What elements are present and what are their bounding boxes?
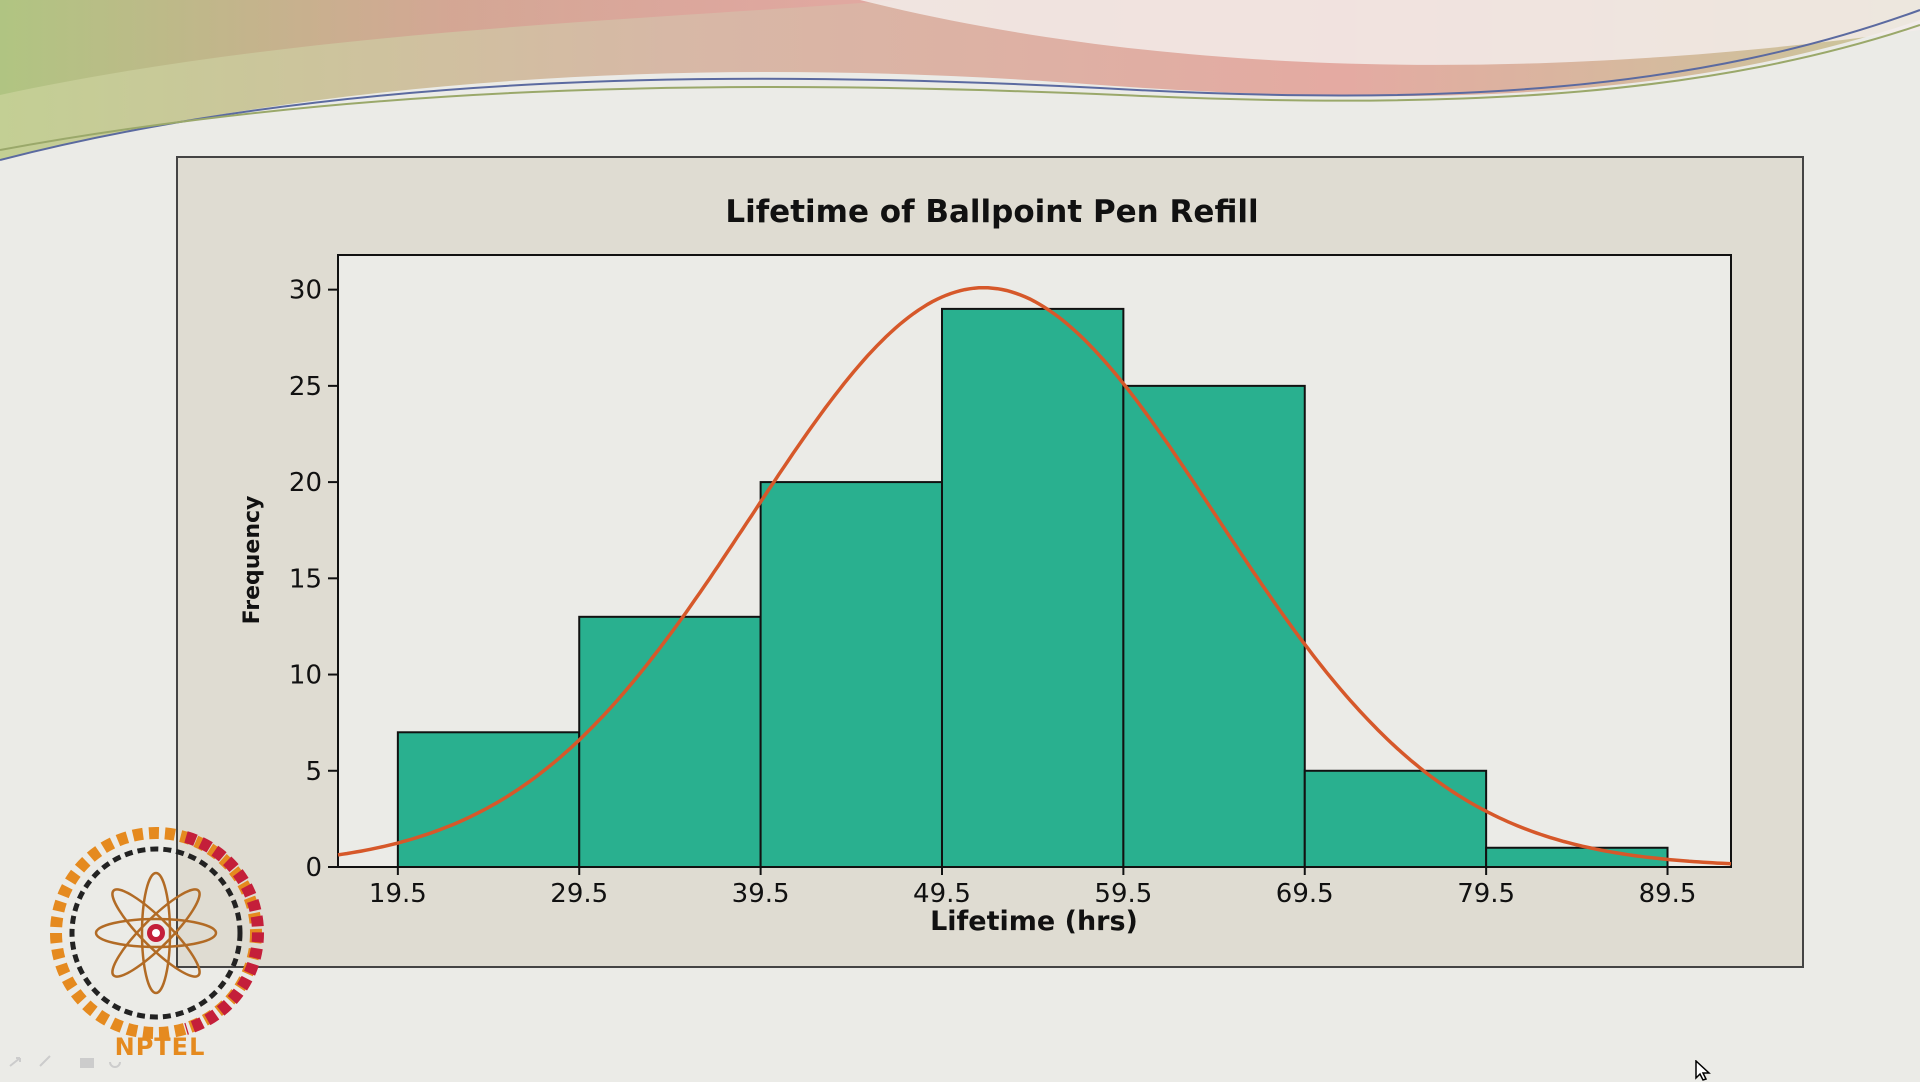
y-tick-label: 10	[289, 661, 322, 691]
nptel-logo	[50, 827, 264, 1039]
histogram-bar	[759, 481, 943, 868]
x-tick-label: 79.5	[1457, 879, 1515, 909]
histogram-bar	[396, 731, 581, 868]
histogram-bar	[1303, 769, 1488, 868]
bars-group	[396, 307, 1669, 869]
y-tick-label: 20	[289, 468, 322, 498]
x-tick-label: 29.5	[550, 879, 608, 909]
mouse-pointer-icon	[1695, 1060, 1711, 1081]
chart-container: Lifetime of Ballpoint Pen Refill 0 5 10 15 2…	[176, 156, 1804, 968]
chart-title: Lifetime of Ballpoint Pen Refill	[725, 194, 1258, 230]
y-axis-label: Frequency	[240, 496, 265, 625]
x-tick-label: 69.5	[1276, 879, 1334, 909]
x-tick-label: 49.5	[913, 879, 971, 909]
histogram-bar	[940, 307, 1125, 869]
histogram-chart: Lifetime of Ballpoint Pen Refill 0 5 10 15 2…	[240, 194, 1732, 937]
y-axis: 0 5 10 15 20 25 30	[289, 276, 338, 883]
normal-fit-curve	[337, 285, 1732, 866]
histogram-bar	[578, 615, 762, 868]
y-tick-label: 0	[305, 853, 322, 883]
x-axis-label: Lifetime (hrs)	[930, 906, 1138, 937]
slide-header-banner	[0, 0, 1920, 161]
y-tick-label: 25	[289, 372, 322, 402]
histogram-bar	[1122, 384, 1306, 868]
y-tick-label: 30	[289, 276, 322, 306]
x-tick-label: 89.5	[1639, 879, 1697, 909]
y-tick-label: 5	[305, 757, 322, 787]
nptel-logo-text: NPTEL	[114, 1033, 206, 1061]
x-tick-label: 39.5	[732, 879, 790, 909]
x-axis: 19.5 29.5 39.5 49.5 59.5 69.5 79.5 89.5	[369, 867, 1697, 909]
x-tick-label: 19.5	[369, 879, 427, 909]
y-tick-label: 15	[289, 564, 322, 594]
x-tick-label: 59.5	[1094, 879, 1152, 909]
slide-nav-controls[interactable]	[6, 1052, 136, 1072]
